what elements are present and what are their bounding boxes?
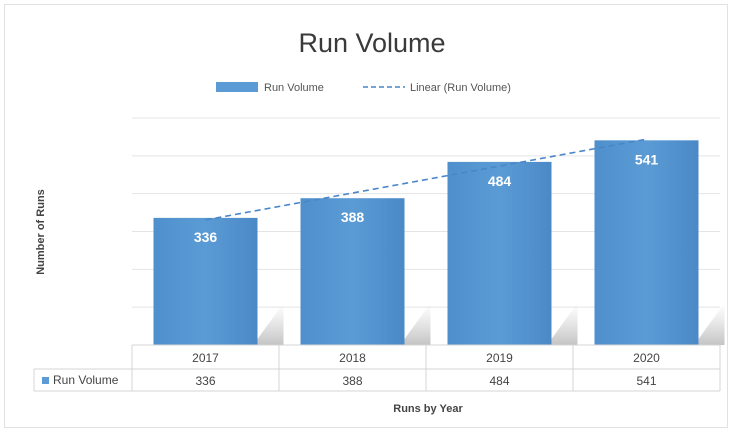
table-value: 336 bbox=[195, 374, 215, 388]
bar bbox=[300, 198, 405, 345]
trendline-path bbox=[205, 138, 647, 221]
table-value: 388 bbox=[342, 374, 362, 388]
trendline bbox=[205, 138, 647, 221]
chart-title: Run Volume bbox=[298, 28, 445, 58]
bar-shadow bbox=[698, 303, 725, 345]
table-series-label: Run Volume bbox=[53, 373, 119, 387]
table-series-swatch bbox=[42, 377, 49, 384]
bar bbox=[594, 140, 699, 345]
bar-shadow bbox=[404, 303, 431, 345]
bar bbox=[447, 161, 552, 345]
bar-data-labels: 336 388 484 541 bbox=[194, 151, 659, 245]
category-label: 2019 bbox=[486, 351, 513, 365]
bar-data-label: 541 bbox=[635, 151, 659, 167]
x-axis-title: Runs by Year bbox=[393, 403, 463, 415]
bars bbox=[153, 140, 699, 345]
category-label: 2020 bbox=[633, 351, 660, 365]
category-label: 2018 bbox=[339, 351, 366, 365]
bar-shadow bbox=[551, 303, 578, 345]
y-axis-title: Number of Runs bbox=[35, 189, 47, 275]
bar bbox=[153, 217, 258, 345]
legend-swatch-bar bbox=[216, 82, 258, 92]
bar-shadow bbox=[257, 303, 284, 345]
category-label: 2017 bbox=[192, 351, 219, 365]
bar-data-label: 388 bbox=[341, 209, 365, 225]
legend: Run Volume Linear (Run Volume) bbox=[216, 82, 511, 94]
table-value: 541 bbox=[636, 374, 656, 388]
bar-data-label: 484 bbox=[488, 173, 512, 189]
table-value: 484 bbox=[489, 374, 509, 388]
bar-shadows bbox=[257, 303, 725, 345]
legend-label-trendline: Linear (Run Volume) bbox=[410, 82, 511, 94]
bar-data-label: 336 bbox=[194, 229, 218, 245]
legend-label-bar: Run Volume bbox=[264, 82, 324, 94]
data-table: 2017 336 2018 388 2019 484 2020 541 Run Volume bbox=[33, 344, 721, 392]
